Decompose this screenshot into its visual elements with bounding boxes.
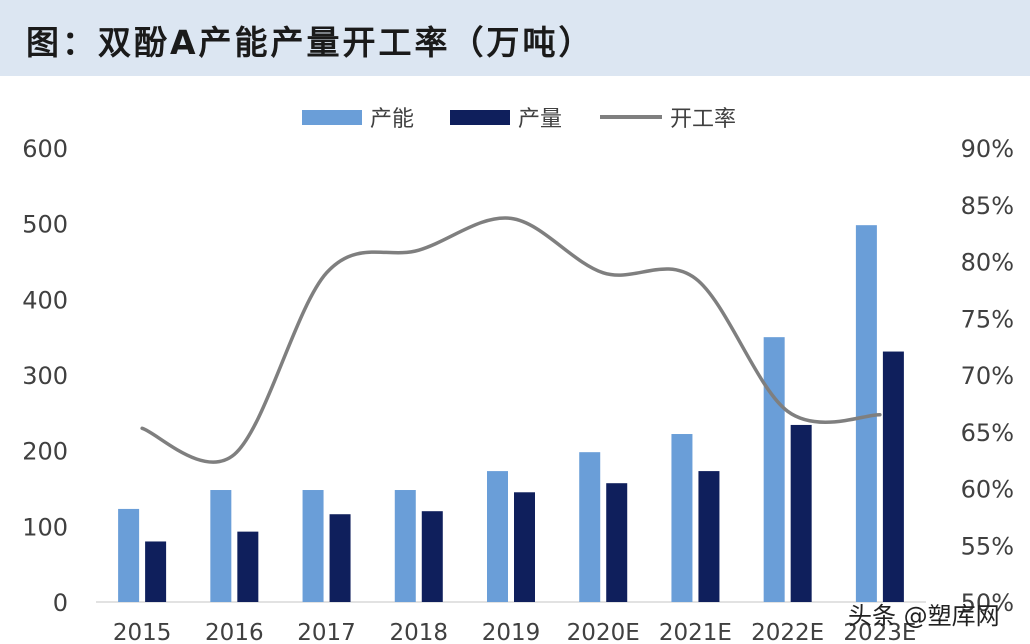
x-tick-label: 2022E [751,620,824,644]
bar-capacity [855,225,877,602]
bar-capacity [210,490,232,602]
y-right-tick: 75% [961,305,1014,333]
bar-output [421,511,443,602]
y-axis-left: 0 100 200 300 400 500 600 [22,135,68,617]
x-tick-label: 2016 [205,620,264,644]
x-tick-label: 2018 [390,620,449,644]
y-right-tick: 80% [961,249,1014,277]
y-right-tick: 50% [961,589,1014,617]
y-left-tick: 200 [22,438,68,466]
y-left-tick: 400 [22,286,68,314]
legend-label-capacity: 产能 [370,107,414,132]
x-tick-label: 2023E [843,620,916,644]
bar-capacity [671,434,693,602]
bar-output [514,492,535,602]
bar-output [606,483,628,602]
rate-line-group [140,216,882,464]
x-axis: 2015 2016 2017 2018 2019 2020E 2021E 2022E 2023E [113,620,917,644]
legend: 产能 产量 开工率 [302,107,736,132]
rate-line [140,216,882,464]
x-tick-label: 2015 [113,620,172,644]
bar-capacity [579,452,601,602]
bar-capacity [302,490,324,602]
bar-output [882,351,904,602]
bar-output [698,471,720,602]
legend-label-output: 产量 [518,107,562,132]
bar-output [790,424,812,602]
bar-output [329,514,351,602]
bar-output [145,541,167,602]
y-axis-right: 50% 55% 60% 65% 70% 75% 80% 85% 90% [961,135,1014,617]
x-tick-label: 2019 [482,620,541,644]
y-right-tick: 70% [961,362,1014,390]
watermark: 头条 @塑库网 [848,602,1000,630]
title-bar: 图：双酚A产能产量开工率（万吨） [0,0,1030,76]
y-left-tick: 0 [53,589,68,617]
x-tick-label: 2017 [297,620,356,644]
x-tick-label: 2020E [567,620,640,644]
y-right-tick: 55% [961,532,1014,560]
legend-label-rate: 开工率 [670,107,736,132]
y-left-tick: 600 [22,135,68,163]
bar-capacity [487,471,508,602]
legend-swatch-output [450,110,510,125]
x-tick-label: 2021E [659,620,732,644]
y-left-tick: 300 [22,362,68,390]
bar-output [237,531,259,602]
y-left-tick: 100 [22,513,68,541]
bar-capacity [118,508,140,602]
bar-capacity [763,337,785,602]
bars [118,225,904,602]
y-right-tick: 85% [961,192,1014,220]
y-right-tick: 90% [961,135,1014,163]
legend-swatch-capacity [302,110,362,125]
y-left-tick: 500 [22,211,68,239]
y-right-tick: 65% [961,419,1014,447]
y-right-tick: 60% [961,476,1014,504]
chart-title: 图：双酚A产能产量开工率（万吨） [26,23,595,62]
bar-capacity [394,490,416,602]
